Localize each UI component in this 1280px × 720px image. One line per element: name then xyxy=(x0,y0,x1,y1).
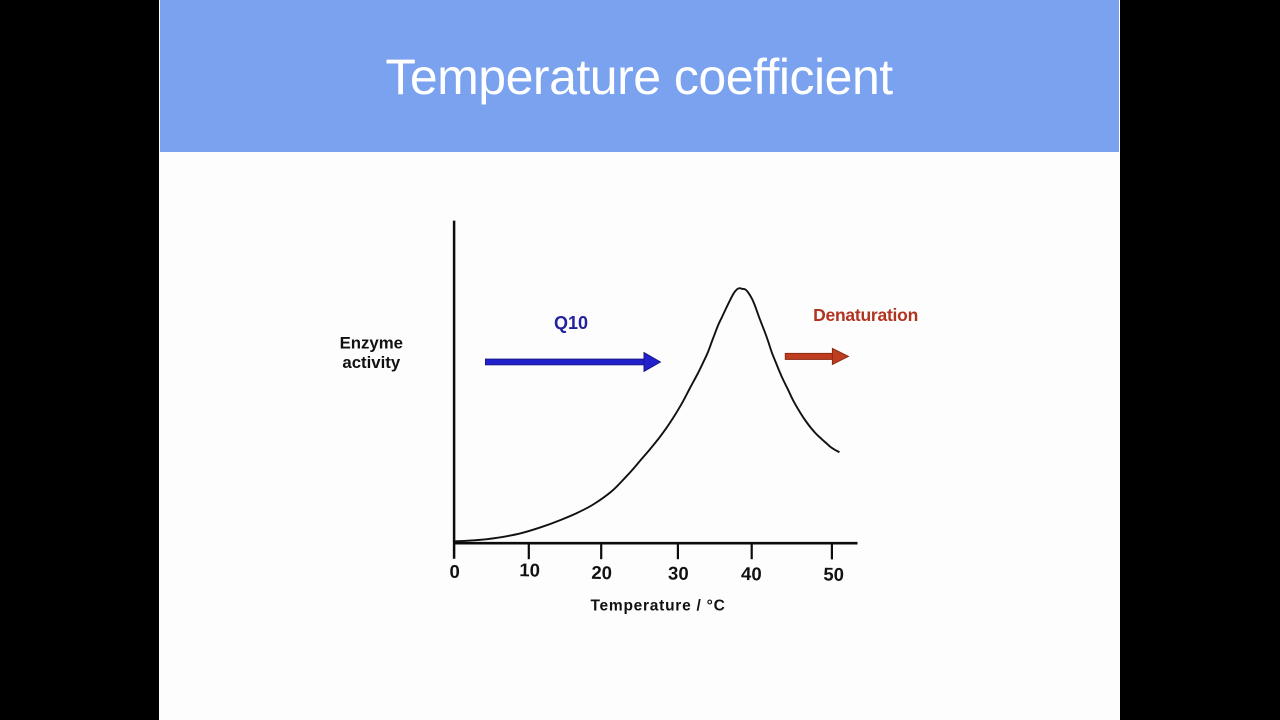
svg-text:40: 40 xyxy=(741,563,762,585)
svg-text:50: 50 xyxy=(823,563,844,585)
svg-text:30: 30 xyxy=(668,562,689,584)
svg-text:0: 0 xyxy=(449,561,459,582)
svg-text:20: 20 xyxy=(591,562,612,584)
svg-text:10: 10 xyxy=(519,559,540,581)
svg-text:Temperature / °C: Temperature / °C xyxy=(590,598,725,615)
svg-text:Enzyme: Enzyme xyxy=(340,333,403,352)
svg-text:Denaturation: Denaturation xyxy=(813,305,918,325)
svg-text:Q10: Q10 xyxy=(554,313,588,333)
svg-text:activity: activity xyxy=(342,353,401,372)
